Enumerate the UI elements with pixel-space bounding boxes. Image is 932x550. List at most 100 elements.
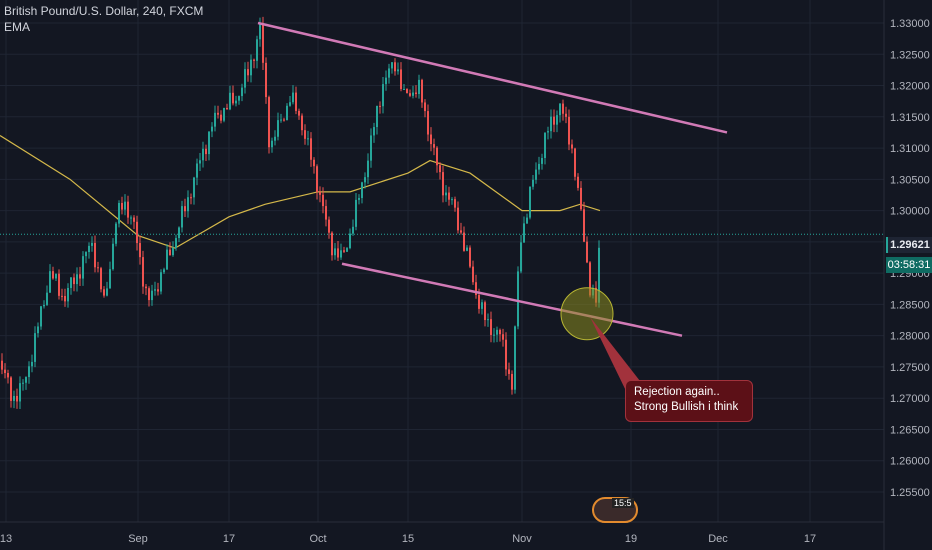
price-tick-label: 1.32000	[890, 81, 930, 93]
candle-body	[340, 250, 342, 258]
candle-body	[319, 192, 321, 195]
indicator-label[interactable]: EMA	[4, 20, 31, 34]
candle-body	[49, 271, 51, 293]
candle-body	[58, 273, 60, 296]
candle-body	[433, 144, 435, 148]
candle-body	[391, 62, 393, 69]
candle-body	[553, 116, 555, 125]
candle-body	[64, 296, 66, 302]
candle-body	[508, 369, 510, 374]
candle-body	[115, 223, 117, 244]
annotation-line-2: Strong Bullish i think	[634, 401, 739, 413]
candle-body	[559, 103, 561, 116]
candle-body	[124, 201, 126, 210]
candle-body	[175, 238, 177, 248]
annotation-callout[interactable]: Rejection again.. Strong Bullish i think	[625, 380, 753, 422]
candle-body	[70, 277, 72, 288]
candle-body	[361, 182, 363, 199]
candle-body	[46, 292, 48, 305]
candle-body	[544, 132, 546, 159]
candle-body	[469, 247, 471, 267]
candle-body	[586, 241, 588, 263]
candle-body	[583, 209, 585, 242]
candle-body	[325, 206, 327, 220]
candle-body	[565, 113, 567, 117]
candle-body	[535, 169, 537, 180]
candle-body	[382, 84, 384, 107]
candle-body	[523, 223, 525, 243]
candle-body	[376, 105, 378, 128]
candle-body	[142, 257, 144, 287]
candle-body	[451, 199, 453, 201]
candle-body	[190, 197, 192, 199]
candle-body	[301, 115, 303, 131]
time-tick-label: Oct	[309, 533, 326, 545]
candle-body	[526, 217, 528, 224]
ema-line	[0, 135, 601, 249]
annotation-line-1: Rejection again..	[634, 386, 720, 398]
candle-body	[169, 249, 171, 256]
candle-body	[514, 326, 516, 390]
candle-body	[4, 369, 6, 374]
candle-body	[517, 271, 519, 327]
candle-body	[181, 206, 183, 228]
candle-body	[151, 290, 153, 301]
candle-body	[277, 120, 279, 137]
candle-body	[316, 166, 318, 193]
candle-body	[571, 144, 573, 149]
candle-body	[13, 395, 15, 401]
price-tick-label: 1.33000	[890, 18, 930, 30]
candle-body	[427, 111, 429, 135]
ema-series	[0, 135, 601, 249]
candle-body	[265, 62, 267, 98]
price-tick-label: 1.30500	[890, 174, 930, 186]
candle-body	[73, 277, 75, 285]
candle-body	[1, 360, 3, 370]
candle-body	[475, 282, 477, 296]
price-tick-label: 1.28000	[890, 331, 930, 343]
candle-body	[415, 92, 417, 95]
candle-body	[418, 79, 420, 95]
time-tick-label: Sep	[128, 533, 148, 545]
candle-body	[550, 116, 552, 132]
lower-trendline	[341, 262, 683, 337]
candle-body	[400, 69, 402, 90]
price-tick-label: 1.27500	[890, 362, 930, 374]
candle-body	[118, 203, 120, 224]
candle-body	[397, 69, 399, 72]
price-tick-label: 1.30000	[890, 206, 930, 218]
candle-body	[184, 206, 186, 212]
candle-body	[55, 273, 57, 279]
candle-body	[154, 289, 156, 291]
price-tick-label: 1.25500	[890, 487, 930, 499]
candle-body	[61, 295, 63, 297]
candle-body	[307, 138, 309, 140]
candle-body	[274, 136, 276, 141]
candle-body	[511, 373, 513, 390]
candle-body	[313, 159, 315, 167]
candle-body	[166, 249, 168, 270]
candle-body	[79, 274, 81, 279]
trendlines	[257, 21, 728, 337]
candle-body	[256, 39, 258, 61]
chart-annotations	[0, 233, 884, 395]
candle-body	[232, 92, 234, 104]
candle-body	[160, 272, 162, 292]
candle-body	[304, 130, 306, 139]
candle-body	[106, 288, 108, 296]
candle-body	[67, 287, 69, 302]
candle-body	[133, 217, 135, 222]
candle-body	[226, 107, 228, 110]
candle-body	[547, 131, 549, 133]
candle-body	[94, 242, 96, 268]
candle-body	[349, 233, 351, 249]
candle-body	[208, 131, 210, 155]
candle-body	[28, 366, 30, 378]
candle-body	[580, 187, 582, 210]
candle-body	[130, 217, 132, 219]
candle-body	[148, 288, 150, 301]
time-tick-label: 15	[402, 533, 414, 545]
candle-body	[91, 242, 93, 246]
candle-body	[493, 334, 495, 336]
